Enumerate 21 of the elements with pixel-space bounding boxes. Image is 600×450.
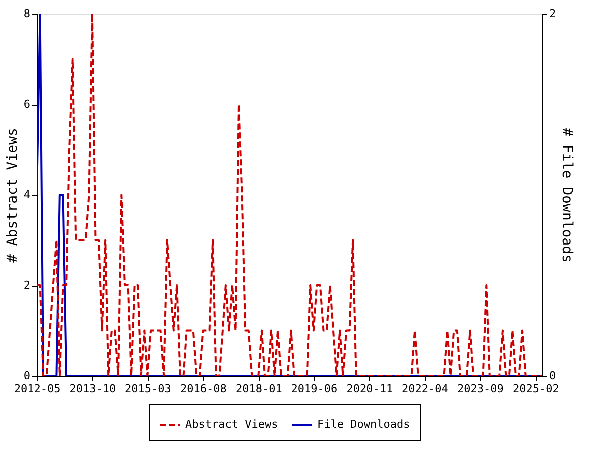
y2-tick-label: 0 — [550, 370, 556, 382]
y-tick-label: 8 — [24, 8, 30, 20]
legend-label: Abstract Views — [186, 418, 278, 431]
x-tick-label: 2022-04 — [402, 382, 449, 396]
x-tick-label: 2023-09 — [457, 382, 504, 396]
x-tick-label: 2018-01 — [236, 382, 282, 396]
x-tick-label: 2019-06 — [291, 382, 338, 396]
x-tick-label: 2013-10 — [70, 382, 116, 396]
x-tick-label: 2012-05 — [14, 382, 61, 396]
y2-tick-label: 2 — [550, 8, 556, 20]
x-tick-label: 2020-11 — [346, 382, 394, 396]
legend-label: File Downloads — [318, 418, 410, 431]
x-tick-label: 2015-03 — [124, 382, 172, 396]
y-axis-title: # Abstract Views — [4, 128, 21, 263]
x-tick-label: 2016-08 — [180, 382, 227, 396]
y-tick-label: 2 — [24, 279, 30, 292]
y-tick-label: 0 — [24, 370, 30, 382]
x-tick-label: 2025-02 — [513, 382, 560, 396]
y-tick-label: 4 — [24, 188, 31, 202]
y-tick-label: 6 — [24, 98, 30, 111]
y2-axis-title: # File Downloads — [559, 128, 576, 263]
